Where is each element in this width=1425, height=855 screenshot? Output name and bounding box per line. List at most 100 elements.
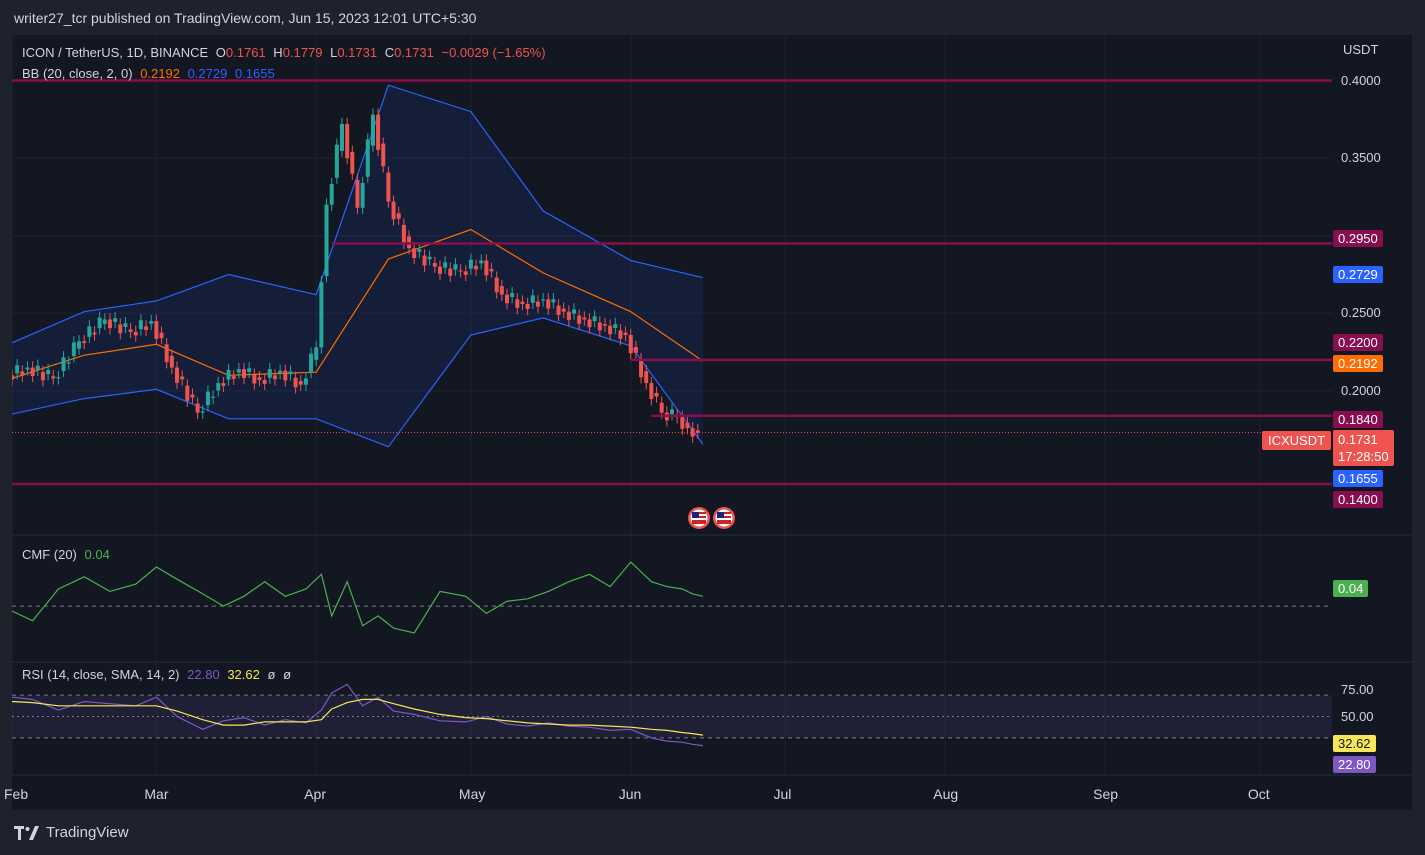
candle-body bbox=[12, 375, 14, 380]
candle-body bbox=[138, 320, 143, 330]
candle-body bbox=[175, 367, 179, 383]
rsi-tick-label: 50.00 bbox=[1341, 708, 1374, 724]
symbol-title: ICON / TetherUS, 1D, BINANCE bbox=[22, 45, 209, 60]
candle-body bbox=[623, 332, 628, 335]
bb-upper-value: 0.2729 bbox=[187, 66, 228, 81]
month-label: Oct bbox=[1247, 786, 1270, 802]
high-value: 0.1779 bbox=[282, 45, 323, 60]
month-label: Jun bbox=[618, 786, 642, 802]
candle-body bbox=[30, 367, 35, 376]
candle-body bbox=[365, 139, 370, 177]
bb-lower-value: 0.1655 bbox=[234, 66, 275, 81]
level-tag: 0.1840 bbox=[1333, 411, 1383, 428]
candle-body bbox=[484, 260, 489, 276]
chart-area[interactable]: ICON / TetherUS, 1D, BINANCE O0.1761 H0.… bbox=[4, 35, 1412, 810]
candle-body bbox=[334, 144, 339, 178]
horizontal-levels[interactable] bbox=[12, 79, 1332, 486]
candle-body bbox=[66, 362, 71, 364]
bb-basis-value: 0.2192 bbox=[140, 66, 180, 81]
candle-body bbox=[355, 179, 360, 208]
level-tag: 0.2200 bbox=[1333, 334, 1383, 351]
candle-body bbox=[144, 326, 149, 330]
candle-body bbox=[159, 332, 164, 339]
candle-body bbox=[556, 305, 561, 315]
rsi-tag: 22.80 bbox=[1333, 756, 1376, 773]
candle-body bbox=[35, 365, 40, 370]
us-flag-event-icon[interactable] bbox=[688, 507, 710, 529]
candle-body bbox=[453, 264, 458, 270]
low-value: 0.1731 bbox=[337, 45, 378, 60]
candle-body bbox=[97, 317, 102, 329]
change-value: −0.0029 (−1.65%) bbox=[441, 45, 546, 60]
candle-body bbox=[381, 143, 386, 167]
month-label: Mar bbox=[144, 786, 169, 802]
candle-body bbox=[221, 383, 226, 386]
candle-body bbox=[107, 319, 112, 329]
candle-body bbox=[417, 249, 422, 252]
candle-body bbox=[608, 325, 613, 335]
candle-body bbox=[236, 369, 241, 373]
candle-body bbox=[597, 322, 602, 331]
symbol-legend[interactable]: ICON / TetherUS, 1D, BINANCE O0.1761 H0.… bbox=[22, 45, 550, 60]
candle-body bbox=[123, 323, 128, 327]
candle-body bbox=[303, 378, 308, 385]
candle-body bbox=[505, 294, 509, 304]
candle-body bbox=[154, 321, 159, 339]
bb-lower-tag: 0.1655 bbox=[1333, 470, 1383, 487]
candle-body bbox=[474, 265, 479, 270]
candle-body bbox=[133, 331, 138, 336]
bb-legend[interactable]: BB (20, close, 2, 0) 0.2192 0.2729 0.165… bbox=[22, 66, 279, 81]
bb-upper-tag: 0.2729 bbox=[1333, 266, 1383, 283]
candle-body bbox=[102, 319, 107, 324]
last-price-tag: 0.1731 17:28:50 bbox=[1333, 430, 1394, 466]
candle-body bbox=[551, 299, 556, 303]
bollinger-upper-line bbox=[12, 84, 704, 344]
rsi-extra-2: ø bbox=[283, 667, 292, 682]
candle-body bbox=[670, 409, 674, 415]
candle-body bbox=[566, 311, 571, 320]
price-tick-label: 0.4000 bbox=[1341, 72, 1381, 88]
candle-body bbox=[169, 355, 174, 368]
last-price-value: 0.1731 bbox=[1338, 432, 1378, 447]
candle-body bbox=[288, 371, 293, 375]
candle-body bbox=[231, 376, 236, 379]
candle-body bbox=[56, 377, 61, 379]
us-flag-event-icon[interactable] bbox=[713, 507, 735, 529]
candle-body bbox=[695, 430, 700, 433]
candle-body bbox=[499, 286, 504, 295]
low-label: L bbox=[330, 45, 338, 60]
rsi-tick-label: 75.00 bbox=[1341, 681, 1374, 697]
candle-body bbox=[427, 256, 432, 260]
candle-body bbox=[530, 295, 535, 303]
candle-body bbox=[278, 370, 283, 374]
chart-canvas[interactable] bbox=[12, 35, 1412, 810]
candle-body bbox=[370, 114, 375, 146]
candle-body bbox=[494, 277, 499, 293]
tradingview-logo[interactable]: TradingView bbox=[14, 824, 129, 841]
tradingview-wordmark: TradingView bbox=[46, 824, 129, 841]
candle-body bbox=[592, 316, 597, 322]
candle-body bbox=[458, 270, 463, 272]
candle-body bbox=[432, 263, 437, 267]
candle-body bbox=[396, 213, 401, 219]
candle-body bbox=[51, 376, 56, 379]
candle-body bbox=[628, 335, 633, 354]
open-value: 0.1761 bbox=[225, 45, 266, 60]
bollinger-basis-line bbox=[12, 228, 704, 379]
candle-body bbox=[546, 299, 551, 309]
candle-body bbox=[205, 391, 210, 406]
candle-body bbox=[422, 255, 427, 266]
candle-body bbox=[185, 385, 190, 401]
currency-label[interactable]: USDT bbox=[1343, 42, 1379, 57]
candle-body bbox=[448, 268, 453, 276]
candle-body bbox=[82, 341, 87, 344]
rsi-legend[interactable]: RSI (14, close, SMA, 14, 2) 22.80 32.62 … bbox=[22, 667, 295, 682]
candle-body bbox=[319, 282, 324, 348]
candle-body bbox=[298, 381, 303, 385]
candle-body bbox=[541, 299, 546, 301]
candle-body bbox=[226, 369, 231, 380]
candle-body bbox=[535, 301, 540, 307]
cmf-legend[interactable]: CMF (20) 0.04 bbox=[22, 547, 114, 562]
candle-body bbox=[267, 369, 272, 378]
cmf-tag: 0.04 bbox=[1333, 580, 1369, 597]
